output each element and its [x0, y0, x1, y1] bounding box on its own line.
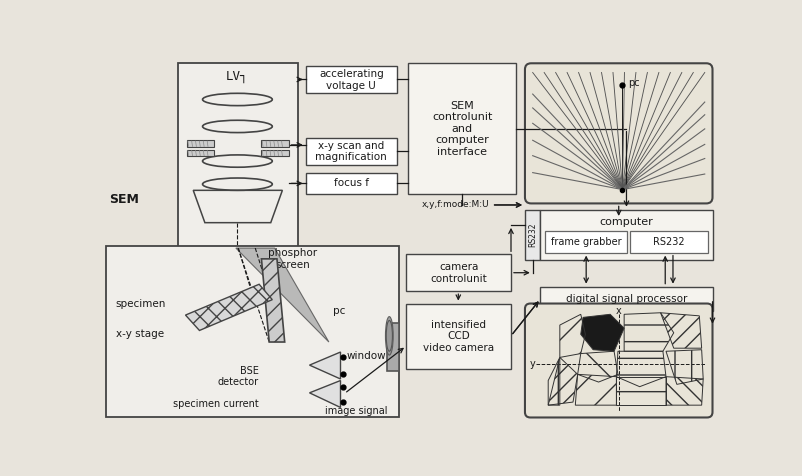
Bar: [545, 231, 627, 253]
Bar: [178, 63, 298, 248]
FancyBboxPatch shape: [525, 304, 712, 417]
Text: camera
controlunit: camera controlunit: [431, 262, 487, 284]
Text: x-y stage: x-y stage: [115, 329, 164, 339]
FancyBboxPatch shape: [525, 63, 712, 203]
Bar: [306, 173, 397, 194]
Text: digital signal processor: digital signal processor: [565, 294, 687, 304]
Bar: [541, 209, 712, 259]
Bar: [261, 140, 289, 147]
Ellipse shape: [387, 320, 392, 351]
Text: x,y,f:mode:M:U: x,y,f:mode:M:U: [422, 200, 489, 209]
Text: computer: computer: [600, 217, 654, 227]
Bar: [408, 63, 516, 194]
Polygon shape: [185, 284, 273, 330]
Bar: [541, 287, 712, 311]
Bar: [407, 254, 511, 291]
Text: phosphor
screen: phosphor screen: [268, 248, 317, 270]
Ellipse shape: [386, 317, 393, 355]
Text: specimen current: specimen current: [173, 398, 259, 408]
Text: x-y scan and
magnification: x-y scan and magnification: [315, 140, 387, 162]
Text: RS232: RS232: [654, 237, 685, 247]
Bar: [306, 66, 397, 93]
Polygon shape: [581, 314, 624, 351]
Bar: [187, 149, 214, 157]
Polygon shape: [310, 352, 341, 379]
Polygon shape: [236, 248, 329, 342]
Polygon shape: [261, 259, 285, 342]
Bar: [630, 231, 708, 253]
Text: LV┐: LV┐: [226, 70, 249, 83]
Bar: [387, 323, 399, 370]
Bar: [107, 246, 399, 417]
Text: y: y: [530, 359, 536, 369]
Text: frame grabber: frame grabber: [551, 237, 622, 247]
Text: BSE
detector: BSE detector: [218, 366, 259, 387]
Bar: [525, 209, 541, 259]
Text: RS232: RS232: [529, 222, 537, 247]
Bar: [187, 140, 214, 147]
Bar: [306, 138, 397, 165]
Text: SEM: SEM: [110, 193, 140, 206]
Bar: [407, 304, 511, 369]
Polygon shape: [193, 190, 282, 223]
Text: image signal: image signal: [325, 407, 387, 416]
Text: focus f: focus f: [334, 178, 369, 188]
Text: accelerating
voltage U: accelerating voltage U: [319, 69, 383, 90]
Text: specimen: specimen: [115, 298, 166, 308]
Text: pc: pc: [628, 78, 639, 88]
Text: x: x: [616, 306, 622, 316]
Text: window: window: [346, 351, 387, 361]
Polygon shape: [310, 380, 341, 407]
Bar: [261, 149, 289, 157]
Text: SEM
controlunit
and
computer
interface: SEM controlunit and computer interface: [432, 100, 492, 157]
Text: intensified
CCD
video camera: intensified CCD video camera: [423, 320, 494, 353]
Text: pc: pc: [333, 306, 345, 316]
